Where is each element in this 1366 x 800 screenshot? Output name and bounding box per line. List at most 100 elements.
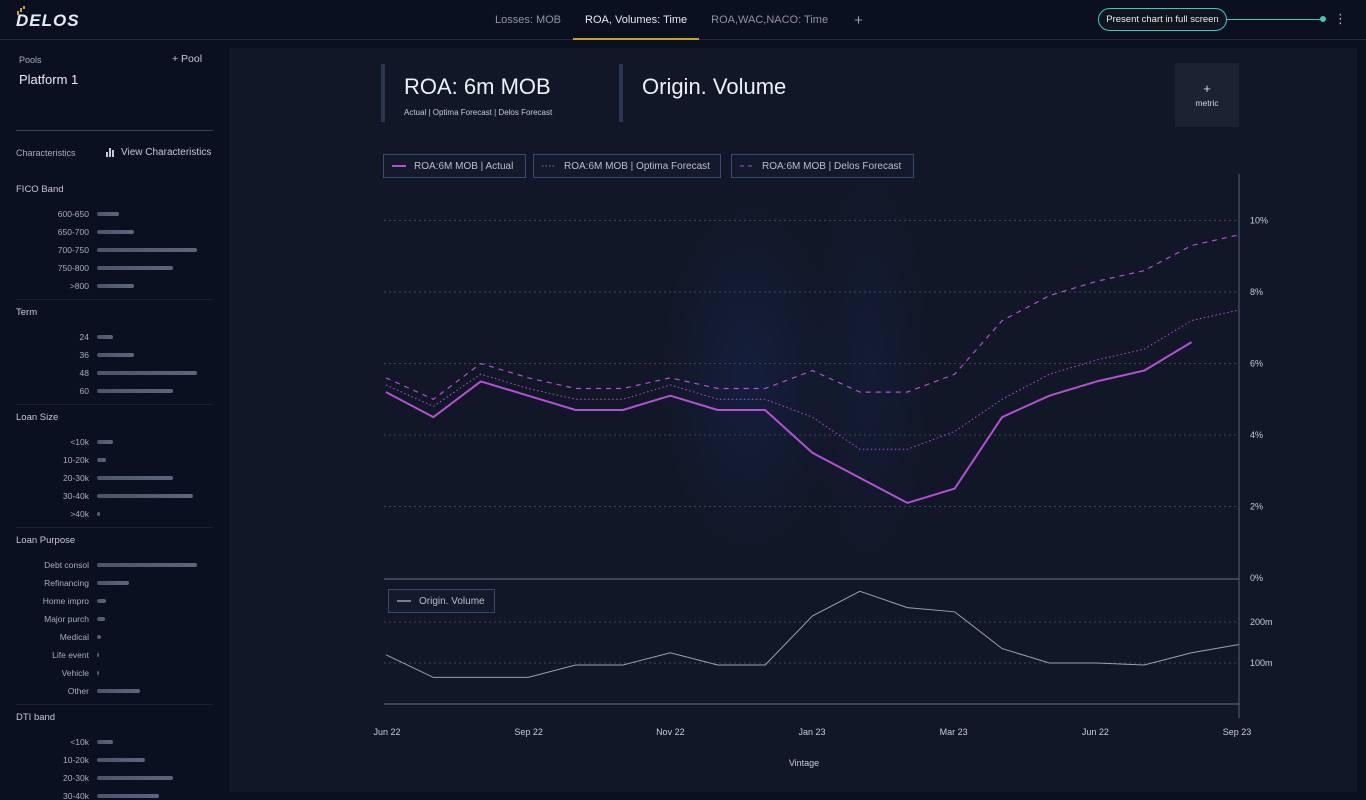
characteristic-row-label: 600-650 (57, 209, 89, 219)
characteristic-row[interactable]: 60 (16, 382, 213, 400)
add-pool-button[interactable]: + Pool (172, 53, 203, 65)
add-metric-button[interactable]: + metric (1175, 63, 1239, 127)
characteristic-row[interactable]: 30-40k (16, 787, 213, 800)
characteristic-row[interactable]: Home impro (16, 592, 213, 610)
roa-chart-title: ROA: 6m MOB (404, 74, 551, 99)
characteristic-row[interactable]: 600-650 (16, 205, 213, 223)
x-tick-label: Jun 22 (373, 727, 400, 737)
characteristic-group: Loan Size <10k 10-20k 20-30k 30-40k >40k (16, 405, 213, 528)
characteristic-row[interactable]: 10-20k (16, 451, 213, 469)
tab-losses-mob[interactable]: Losses: MOB (495, 14, 562, 26)
characteristic-row[interactable]: >40k (16, 505, 213, 523)
characteristic-row-label: <10k (70, 437, 89, 447)
characteristic-row[interactable]: Life event (16, 646, 213, 664)
characteristic-row[interactable]: 48 (16, 364, 213, 382)
characteristic-row-bar (97, 653, 99, 657)
more-menu-icon[interactable]: ⋮ (1334, 11, 1347, 26)
grey-line-swatch-icon (397, 600, 411, 602)
present-fullscreen-button[interactable]: Present chart in full screen (1098, 8, 1227, 31)
chart-tabs: Losses: MOB ROA, Volumes: Time ROA,WAC,N… (483, 0, 877, 40)
characteristic-row[interactable]: Other (16, 682, 213, 700)
characteristic-row-bar (97, 248, 197, 252)
characteristic-row-label: 700-750 (57, 245, 89, 255)
present-slider-handle[interactable] (1320, 16, 1326, 22)
characteristic-row-bar (97, 581, 129, 585)
characteristic-row[interactable]: Major purch (16, 610, 213, 628)
pool-item-platform-1[interactable]: Platform 1 (19, 72, 79, 87)
characteristic-row[interactable]: 650-700 (16, 223, 213, 241)
view-characteristics-button[interactable]: View Characteristics (106, 147, 211, 158)
legend-roa-delos[interactable]: ROA:6M MOB | Delos Forecast (731, 154, 914, 178)
characteristic-row-bar (97, 689, 140, 693)
characteristic-row-bar (97, 599, 106, 603)
roa-series-line-solid (385, 341, 1193, 504)
x-tick-label: Mar 23 (940, 727, 968, 737)
characteristic-row-label: 10-20k (63, 755, 89, 765)
characteristic-row-label: 48 (79, 368, 89, 378)
characteristic-row[interactable]: 750-800 (16, 259, 213, 277)
characteristic-row-label: 20-30k (63, 473, 89, 483)
characteristic-row-label: 60 (79, 386, 89, 396)
delos-logo[interactable]: DELOS (16, 6, 80, 31)
characteristic-row-bar (97, 230, 134, 234)
volume-chart-title: Origin. Volume (642, 74, 787, 99)
characteristic-row-bar (97, 266, 173, 270)
legend-roa-optima[interactable]: ROA:6M MOB | Optima Forecast (533, 154, 721, 178)
characteristic-row[interactable]: Vehicle (16, 664, 213, 682)
characteristic-row-label: Other (67, 686, 89, 696)
legend-origin-volume[interactable]: Origin. Volume (388, 589, 495, 613)
characteristic-row-label: 650-700 (57, 227, 89, 237)
characteristic-row-label: Home impro (42, 596, 89, 606)
characteristic-row-bar (97, 740, 113, 744)
roa-series-line-dotted (385, 309, 1240, 450)
add-tab-button[interactable]: + (854, 11, 863, 29)
x-tick-label: Jan 23 (798, 727, 825, 737)
characteristic-row[interactable]: >800 (16, 277, 213, 295)
characteristic-row-bar (97, 635, 101, 639)
add-metric-label: metric (1195, 98, 1219, 108)
characteristic-row[interactable]: 700-750 (16, 241, 213, 259)
characteristic-row[interactable]: 20-30k (16, 769, 213, 787)
characteristic-row-bar (97, 335, 113, 339)
chart-panel: ROA: 6m MOB Actual | Optima Forecast | D… (229, 48, 1357, 792)
characteristic-row[interactable]: Refinancing (16, 574, 213, 592)
characteristic-row-bar (97, 794, 159, 798)
characteristic-row[interactable]: <10k (16, 433, 213, 451)
characteristic-row-label: 30-40k (63, 791, 89, 800)
volume-series-line (385, 590, 1240, 678)
characteristic-row[interactable]: 36 (16, 346, 213, 364)
roa-series-line-dashed (385, 234, 1240, 400)
characteristic-group: Loan Purpose Debt consol Refinancing Home i… (16, 528, 213, 705)
characteristic-row[interactable]: Medical (16, 628, 213, 646)
bar-chart-icon (106, 148, 114, 157)
characteristic-group: FICO Band 600-650 650-700 700-750 750-800 >80… (16, 177, 213, 300)
characteristic-group-title: DTI band (16, 712, 56, 723)
dotted-line-swatch-icon (542, 165, 556, 167)
characteristic-row[interactable]: Debt consol (16, 556, 213, 574)
characteristic-row-bar (97, 671, 99, 675)
characteristic-row-bar (97, 440, 113, 444)
characteristic-row-label: 750-800 (57, 263, 89, 273)
characteristic-row-label: <10k (70, 737, 89, 747)
characteristic-row[interactable]: 10-20k (16, 751, 213, 769)
characteristic-row-bar (97, 617, 105, 621)
characteristic-row-label: >40k (70, 509, 89, 519)
present-slider-track[interactable] (1227, 19, 1323, 20)
characteristics-groups: FICO Band 600-650 650-700 700-750 750-800 >80… (0, 177, 229, 800)
sidebar-divider (16, 130, 213, 131)
legend-roa-actual[interactable]: ROA:6M MOB | Actual (383, 154, 526, 178)
characteristic-group: Term 24 36 48 60 (16, 300, 213, 405)
characteristic-row[interactable]: 20-30k (16, 469, 213, 487)
characteristic-row-bar (97, 389, 173, 393)
characteristic-row[interactable]: <10k (16, 733, 213, 751)
characteristic-row[interactable]: 30-40k (16, 487, 213, 505)
characteristic-row[interactable]: 24 (16, 328, 213, 346)
characteristic-row-label: 20-30k (63, 773, 89, 783)
x-tick-label: Jun 22 (1082, 727, 1109, 737)
volume-y-tick-label: 100m (1250, 658, 1273, 668)
roa-y-tick-label: 8% (1250, 287, 1263, 297)
tab-roa-volumes-time[interactable]: ROA, Volumes: Time (573, 0, 700, 40)
tab-roa-wac-naco-time[interactable]: ROA,WAC,NACO: Time (711, 14, 829, 26)
characteristic-row-bar (97, 512, 100, 516)
characteristic-group-title: Loan Purpose (16, 535, 76, 546)
